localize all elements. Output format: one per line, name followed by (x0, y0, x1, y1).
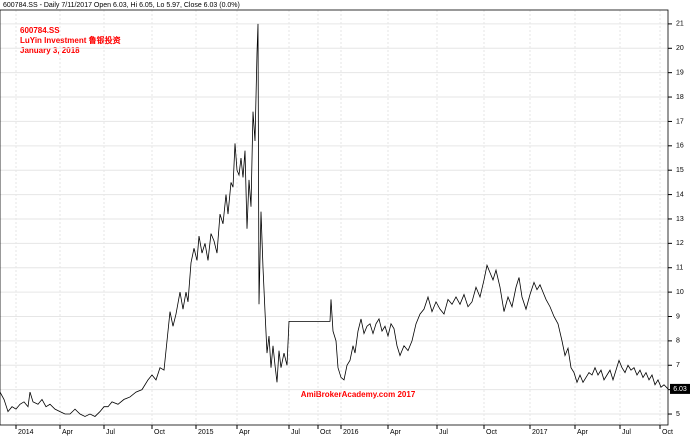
x-tick-label: Jul (439, 429, 448, 436)
last-value-label: 6.03 (673, 386, 687, 393)
x-tick-label: Apr (62, 429, 74, 436)
y-tick-label: 9 (676, 313, 680, 320)
x-tick-label: 2016 (343, 429, 359, 436)
x-tick-label: Oct (320, 429, 331, 436)
annotation: 600784.SS (20, 26, 60, 35)
x-tick-label: Apr (239, 429, 251, 436)
y-tick-label: 17 (676, 118, 684, 125)
x-tick-label: Oct (662, 429, 673, 436)
y-tick-label: 15 (676, 167, 684, 174)
chart-header: 600784.SS - Daily 7/11/2017 Open 6.03, H… (3, 2, 240, 9)
x-tick-label: Oct (154, 429, 165, 436)
x-tick-label: Jul (291, 429, 300, 436)
annotation: January 3, 2018 (20, 46, 80, 55)
x-tick-label: Apr (577, 429, 589, 436)
y-tick-label: 5 (676, 411, 680, 418)
x-tick-label: 2014 (18, 429, 34, 436)
y-tick-label: 19 (676, 70, 684, 77)
watermark: AmiBrokerAcademy.com 2017 (301, 390, 416, 399)
y-tick-label: 10 (676, 289, 684, 296)
y-tick-label: 13 (676, 216, 684, 223)
y-tick-label: 11 (676, 265, 683, 272)
x-tick-label: 2017 (532, 429, 548, 436)
y-tick-label: 7 (676, 362, 680, 369)
y-tick-label: 18 (676, 94, 684, 101)
x-tick-label: 2015 (198, 429, 214, 436)
y-tick-label: 21 (676, 21, 684, 28)
y-tick-label: 16 (676, 143, 684, 150)
y-tick-label: 8 (676, 338, 680, 345)
x-tick-label: Jul (106, 429, 115, 436)
x-tick-label: Jul (622, 429, 631, 436)
x-tick-label: Apr (390, 429, 402, 436)
x-tick-label: Oct (486, 429, 497, 436)
price-line (0, 23, 669, 417)
y-tick-label: 12 (676, 240, 684, 247)
plot-frame (0, 9, 669, 426)
y-tick-label: 14 (676, 191, 684, 198)
annotation: LuYin Investment 鲁银投资 (20, 35, 121, 45)
last-value-box (670, 383, 690, 394)
y-tick-label: 20 (676, 45, 684, 52)
